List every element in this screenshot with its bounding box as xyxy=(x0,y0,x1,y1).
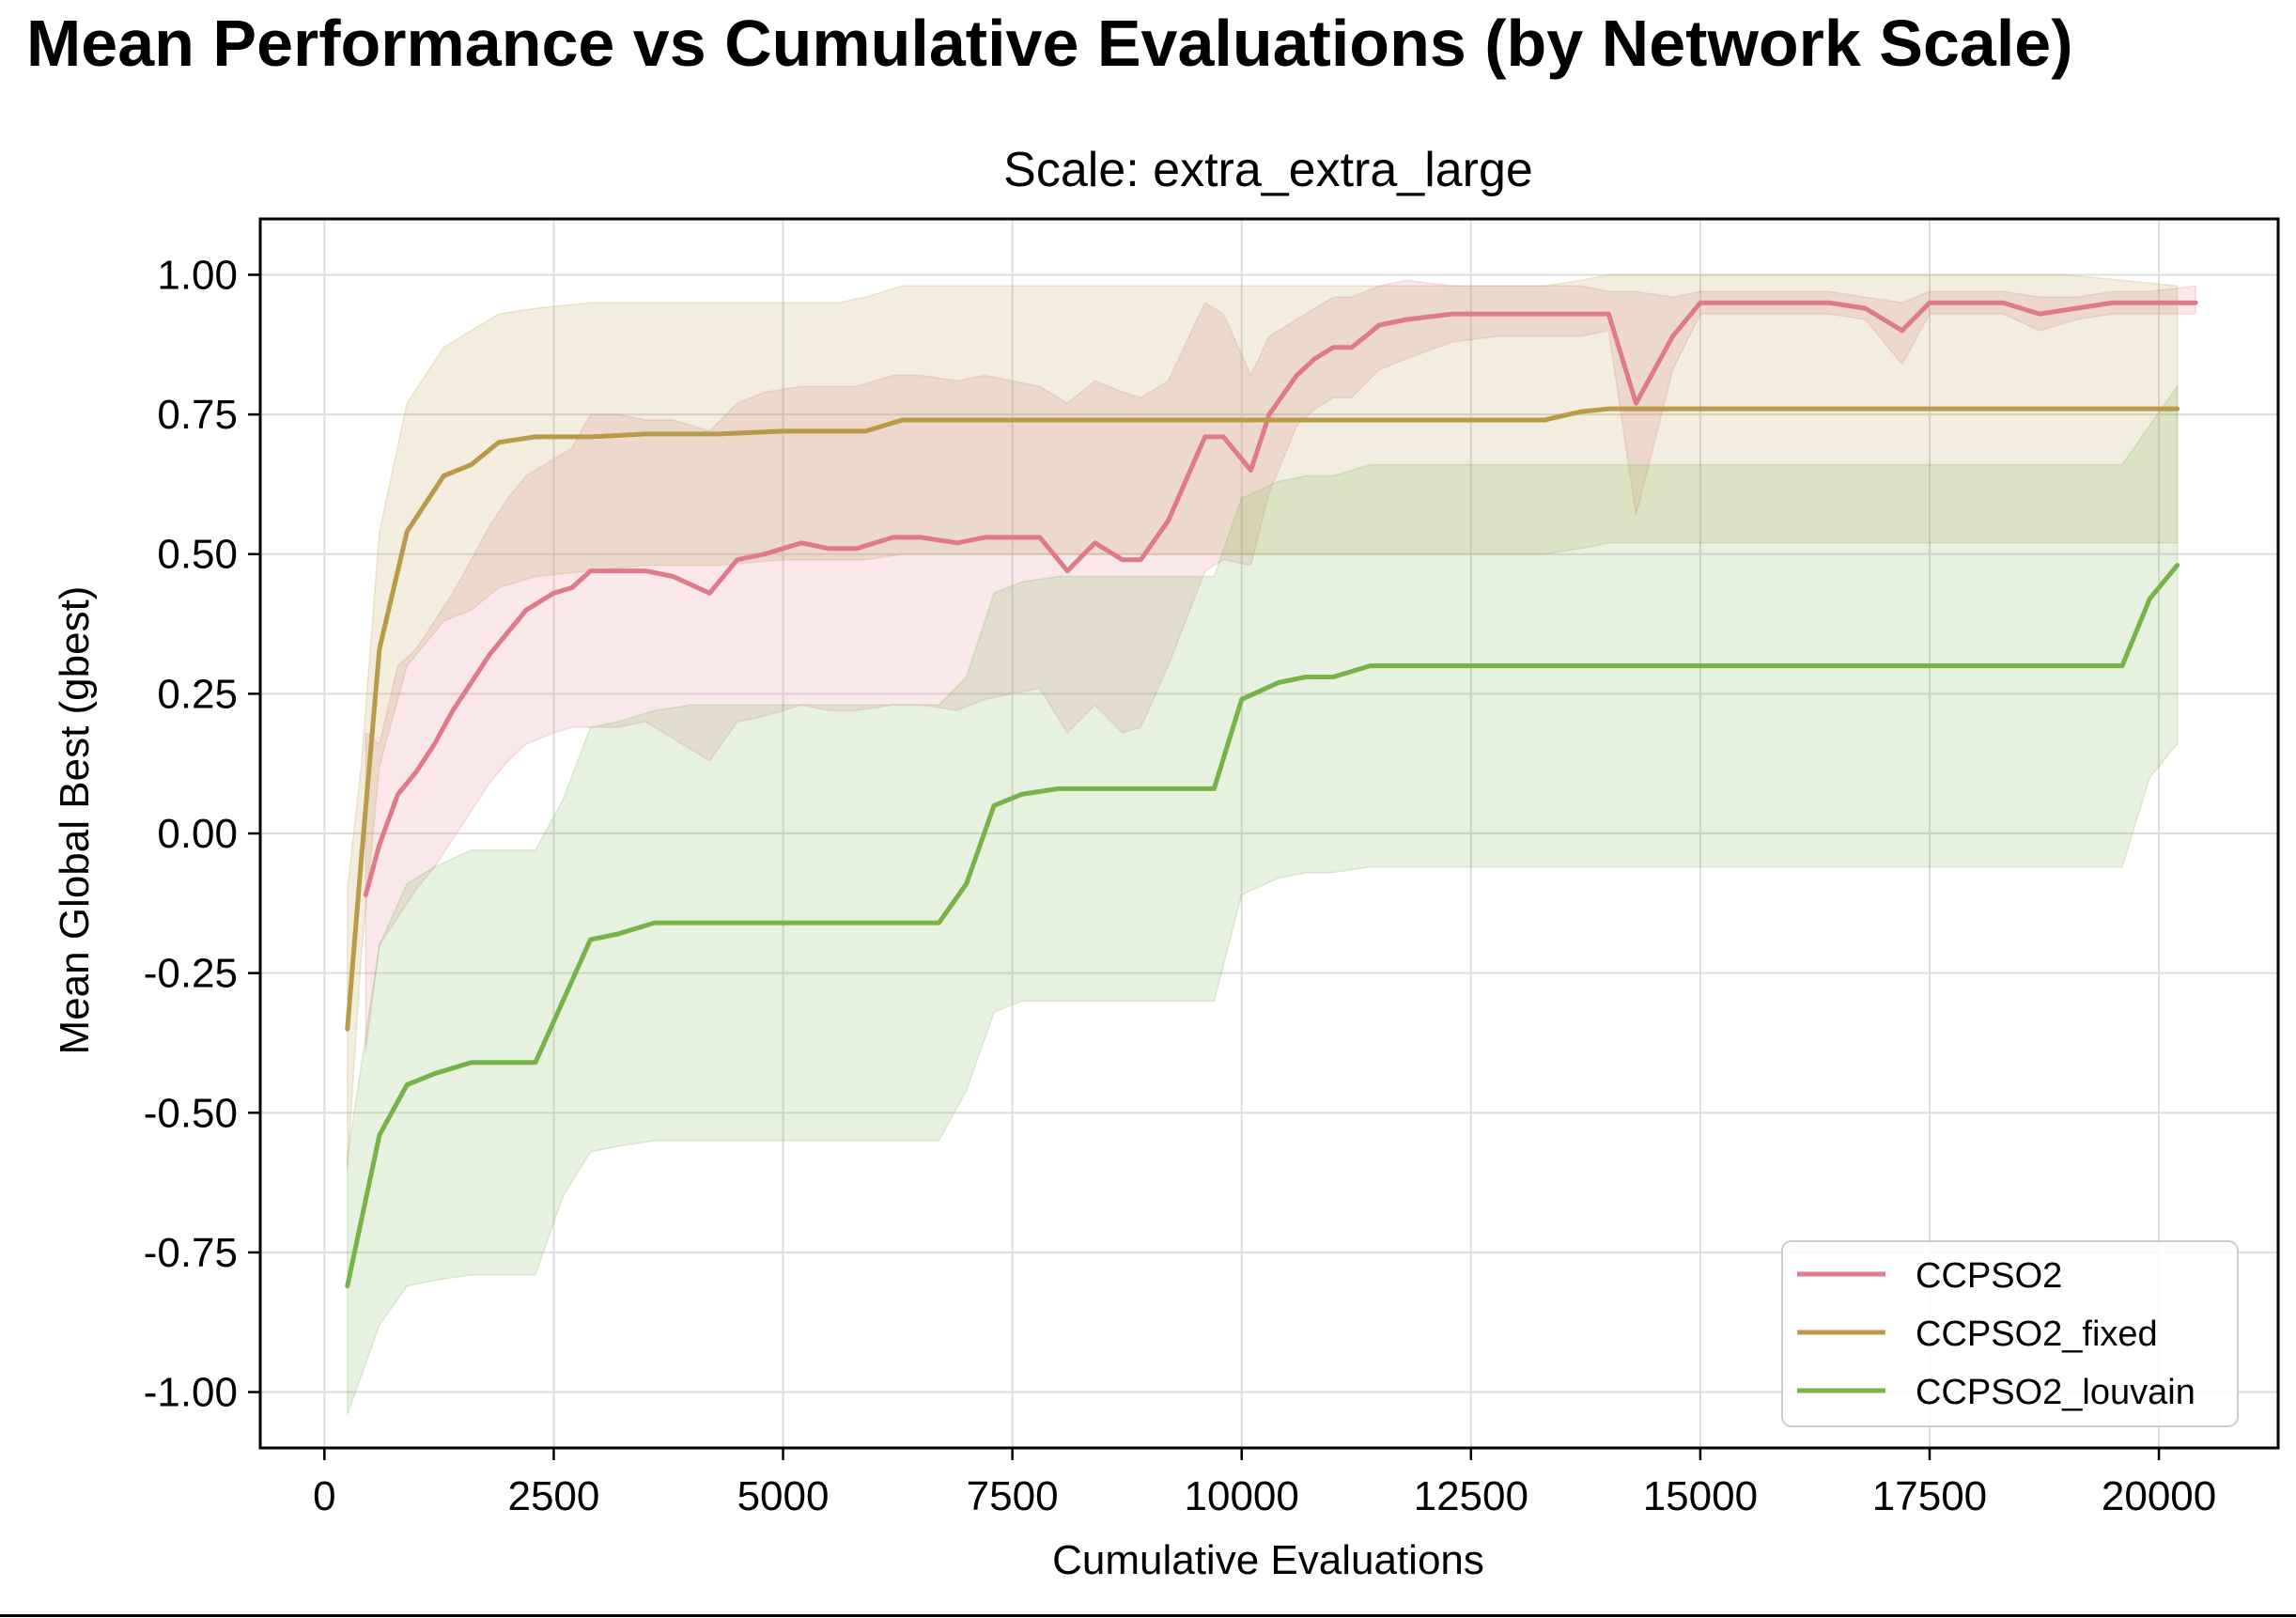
x-tick-label: 5000 xyxy=(737,1473,830,1519)
y-tick-label: -0.25 xyxy=(144,951,238,997)
figure-suptitle: Mean Performance vs Cumulative Evaluatio… xyxy=(26,7,2073,80)
y-tick-label: -1.00 xyxy=(144,1370,238,1416)
x-tick-label: 2500 xyxy=(507,1473,599,1519)
confidence-bands xyxy=(347,273,2196,1415)
legend-label: CCPSO2_fixed xyxy=(1916,1315,2158,1354)
series-lines xyxy=(345,300,2198,1289)
band-CCPSO2_fixed xyxy=(347,273,2179,1169)
y-tick-label: 0.00 xyxy=(157,811,238,857)
x-tick-label: 10000 xyxy=(1185,1473,1299,1519)
x-tick-label: 7500 xyxy=(967,1473,1059,1519)
y-tick-label: 0.25 xyxy=(157,671,238,717)
line-CCPSO2_louvain xyxy=(345,563,2180,1289)
y-tick-label: -0.50 xyxy=(144,1090,238,1136)
x-tick-label: 20000 xyxy=(2102,1473,2216,1519)
axes-title: Scale: extra_extra_large xyxy=(1003,143,1533,197)
y-tick-label: 1.00 xyxy=(157,252,238,298)
x-tick-label: 15000 xyxy=(1643,1473,1758,1519)
y-axis-ticks: 1.00 0.75 0.50 0.25 0.00 -0.25 -0.50 -0.75 -1.00 xyxy=(144,252,260,1416)
y-tick-label: 0.50 xyxy=(157,532,238,578)
legend: CCPSO2 CCPSO2_fixed CCPSO2_louvain xyxy=(1781,1240,2239,1427)
y-tick-label: 0.75 xyxy=(157,392,238,438)
x-tick-label: 17500 xyxy=(1872,1473,1987,1519)
y-axis-label: Mean Global Best (gbest) xyxy=(52,586,98,1055)
line-CCPSO2_fixed xyxy=(345,406,2180,1032)
x-tick-label: 12500 xyxy=(1414,1473,1528,1519)
line-CCPSO2 xyxy=(363,300,2198,897)
y-tick-label: -0.75 xyxy=(144,1230,238,1276)
legend-label: CCPSO2 xyxy=(1916,1256,2062,1296)
x-tick-label: 0 xyxy=(313,1473,335,1519)
x-axis-label: Cumulative Evaluations xyxy=(1052,1537,1484,1583)
bottom-rule xyxy=(0,1614,2296,1617)
x-axis-ticks: 0 2500 5000 7500 10000 12500 15000 17500 20000 xyxy=(313,1448,2216,1519)
band-CCPSO2_louvain xyxy=(347,384,2179,1415)
legend-box xyxy=(1781,1240,2239,1427)
legend-label: CCPSO2_louvain xyxy=(1916,1373,2195,1412)
band-CCPSO2 xyxy=(365,279,2196,1051)
